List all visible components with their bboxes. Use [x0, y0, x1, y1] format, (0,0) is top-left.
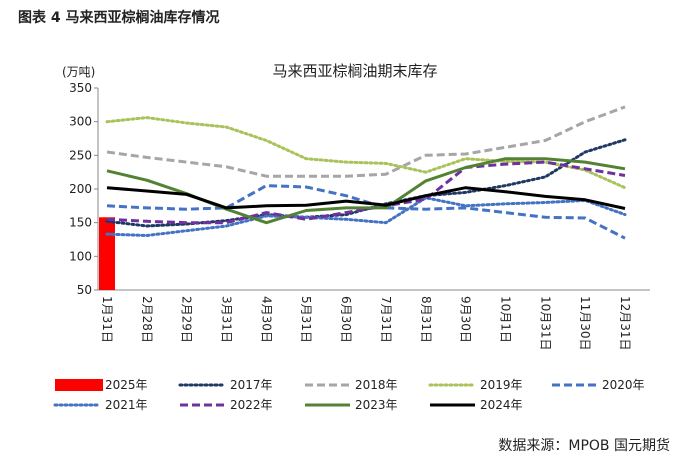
- y-axis-label: (万吨): [62, 65, 95, 79]
- y-tick-label: 350: [69, 81, 92, 95]
- legend-label: 2022年: [230, 398, 273, 412]
- legend-label: 2025年: [105, 378, 148, 392]
- y-tick-label: 100: [69, 249, 92, 263]
- y-tick-label: 300: [69, 115, 92, 129]
- x-tick-label: 10月31日: [538, 296, 552, 351]
- x-tick-label: 1月31日: [100, 296, 114, 343]
- x-tick-label: 4月30日: [259, 296, 273, 343]
- line-series: [106, 160, 626, 225]
- x-tick-label: 5月31日: [299, 296, 313, 343]
- legend-label: 2024年: [480, 398, 523, 412]
- line-series: [105, 196, 627, 237]
- x-tick-label: 9月30日: [459, 296, 473, 343]
- y-tick-label: 200: [69, 182, 92, 196]
- x-tick-label: 11月30日: [578, 296, 592, 351]
- y-tick-label: 50: [77, 283, 92, 297]
- legend-swatch: [55, 379, 103, 391]
- bar: [99, 217, 115, 290]
- legend-label: 2018年: [355, 378, 398, 392]
- legend-label: 2021年: [105, 398, 148, 412]
- legend-label: 2023年: [355, 398, 398, 412]
- x-tick-label: 3月31日: [220, 296, 234, 343]
- x-tick-label: 12月31日: [618, 296, 632, 351]
- line-series: [106, 157, 626, 225]
- y-tick-label: 150: [69, 216, 92, 230]
- x-tick-label: 6月30日: [339, 296, 353, 343]
- line-series: [106, 186, 626, 210]
- x-tick-label: 7月31日: [379, 296, 393, 343]
- chart-title: 马来西亚棕榈油期末库存: [272, 62, 437, 80]
- source: 数据来源：MPOB 国元期货: [498, 437, 670, 454]
- header: 图表 4 马来西亚棕榈油库存情况: [18, 9, 220, 26]
- x-tick-label: 10月1日: [498, 296, 512, 343]
- x-tick-label: 8月31日: [419, 296, 433, 343]
- x-tick-label: 2月29日: [180, 296, 194, 343]
- line-series: [106, 105, 626, 178]
- legend-label: 2019年: [480, 378, 523, 392]
- line-series: [105, 138, 627, 228]
- x-tick-label: 2月28日: [140, 296, 154, 343]
- legend-label: 2020年: [602, 378, 645, 392]
- y-tick-label: 250: [69, 148, 92, 162]
- legend-label: 2017年: [230, 378, 273, 392]
